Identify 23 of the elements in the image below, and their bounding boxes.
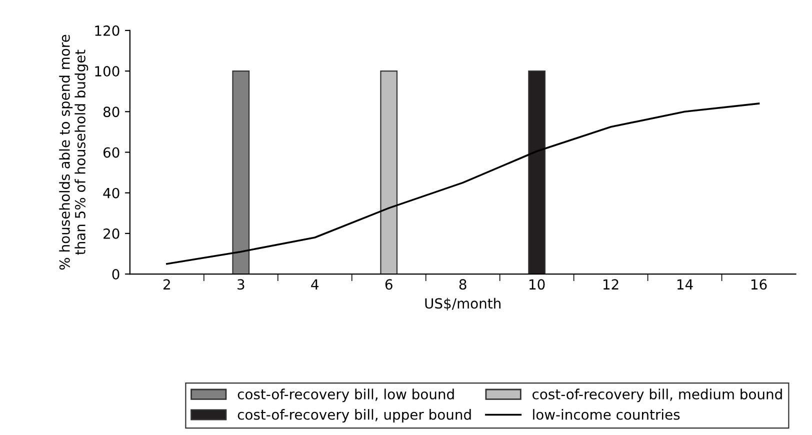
line-series bbox=[166, 102, 760, 265]
x-tick-label: 14 bbox=[677, 279, 693, 290]
x-tick-label: 10 bbox=[530, 279, 545, 290]
x-tick-label: 12 bbox=[603, 279, 618, 290]
y-tick-label: 120 bbox=[95, 25, 120, 36]
y-tick-label: 80 bbox=[103, 106, 120, 118]
legend-label: low-income countries bbox=[533, 409, 680, 420]
y-tick-label: 20 bbox=[104, 228, 120, 239]
x-tick-label: 16 bbox=[751, 279, 767, 290]
y-axis-title: % households able to spend more than 5% of household budget bbox=[59, 34, 88, 270]
x-tick-label: 4 bbox=[311, 279, 319, 290]
legend-label: cost-of-recovery bill, medium bound bbox=[532, 388, 782, 402]
x-tick-label: 3 bbox=[238, 279, 244, 290]
y-tick-label: 60 bbox=[103, 147, 120, 158]
y-tick-label: 100 bbox=[95, 66, 120, 77]
y-tick-label: 0 bbox=[112, 269, 120, 280]
legend-label: cost-of-recovery bill, upper bound bbox=[238, 409, 471, 422]
y-tick-label: 40 bbox=[103, 188, 120, 198]
x-tick-label: 2 bbox=[164, 279, 170, 290]
x-tick-label: 8 bbox=[459, 279, 466, 290]
x-axis-title: US$/month bbox=[425, 298, 500, 311]
x-tick-label: 6 bbox=[385, 279, 392, 290]
legend-label: cost-of-recovery bill, low bound bbox=[238, 388, 454, 402]
